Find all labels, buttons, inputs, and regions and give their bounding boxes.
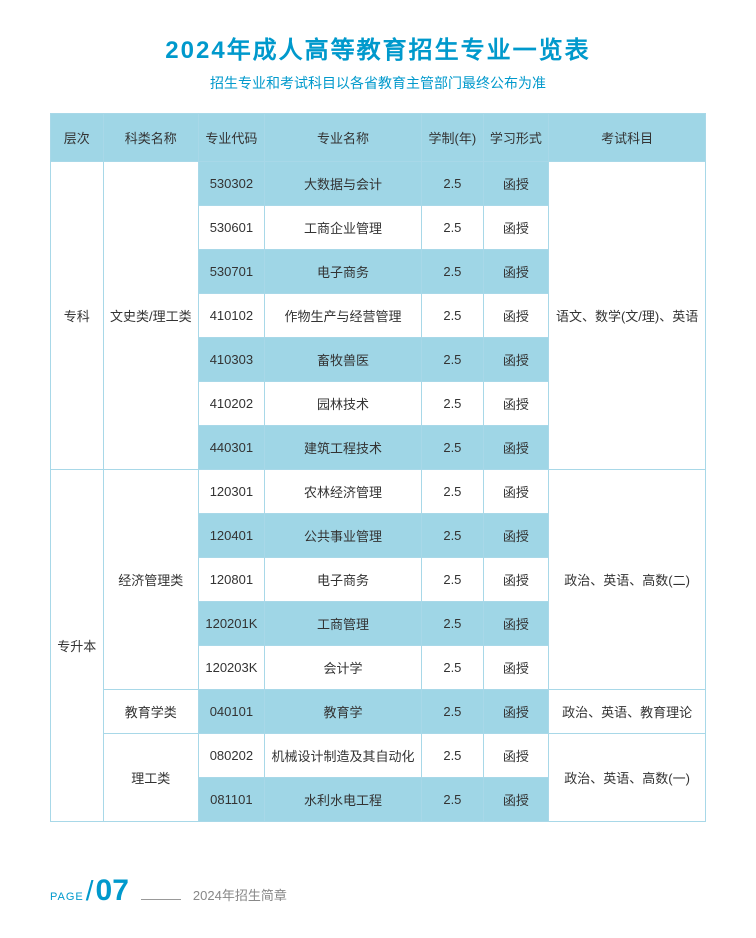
- cell-major: 公共事业管理: [264, 514, 422, 558]
- cell-level: 专升本: [51, 470, 104, 822]
- cell-exam: 政治、英语、教育理论: [549, 690, 706, 734]
- page-number: 07: [96, 874, 129, 908]
- cell-code: 120301: [199, 470, 265, 514]
- col-years: 学制(年): [422, 114, 483, 162]
- cell-years: 2.5: [422, 206, 483, 250]
- col-level: 层次: [51, 114, 104, 162]
- cell-mode: 函授: [483, 382, 549, 426]
- cell-mode: 函授: [483, 558, 549, 602]
- cell-code: 440301: [199, 426, 265, 470]
- cell-code: 120801: [199, 558, 265, 602]
- cell-category: 文史类/理工类: [103, 162, 199, 470]
- cell-code: 410102: [199, 294, 265, 338]
- cell-years: 2.5: [422, 294, 483, 338]
- cell-code: 410303: [199, 338, 265, 382]
- cell-code: 530701: [199, 250, 265, 294]
- cell-major: 畜牧兽医: [264, 338, 422, 382]
- table-row: 理工类080202机械设计制造及其自动化2.5函授政治、英语、高数(一): [51, 734, 706, 778]
- footer-dash: [141, 899, 181, 900]
- table-header-row: 层次 科类名称 专业代码 专业名称 学制(年) 学习形式 考试科目: [51, 114, 706, 162]
- cell-major: 作物生产与经营管理: [264, 294, 422, 338]
- cell-mode: 函授: [483, 734, 549, 778]
- cell-years: 2.5: [422, 338, 483, 382]
- table-row: 专科文史类/理工类530302大数据与会计2.5函授语文、数学(文/理)、英语: [51, 162, 706, 206]
- cell-exam: 政治、英语、高数(一): [549, 734, 706, 822]
- cell-years: 2.5: [422, 470, 483, 514]
- cell-years: 2.5: [422, 250, 483, 294]
- cell-exam: 政治、英语、高数(二): [549, 470, 706, 690]
- cell-code: 410202: [199, 382, 265, 426]
- col-major: 专业名称: [264, 114, 422, 162]
- cell-major: 工商企业管理: [264, 206, 422, 250]
- col-code: 专业代码: [199, 114, 265, 162]
- col-mode: 学习形式: [483, 114, 549, 162]
- cell-major: 工商管理: [264, 602, 422, 646]
- cell-code: 120401: [199, 514, 265, 558]
- cell-code: 120203K: [199, 646, 265, 690]
- cell-mode: 函授: [483, 690, 549, 734]
- cell-major: 园林技术: [264, 382, 422, 426]
- table-row: 专升本经济管理类120301农林经济管理2.5函授政治、英语、高数(二): [51, 470, 706, 514]
- cell-major: 大数据与会计: [264, 162, 422, 206]
- cell-code: 040101: [199, 690, 265, 734]
- cell-category: 理工类: [103, 734, 199, 822]
- cell-code: 530601: [199, 206, 265, 250]
- table-row: 教育学类040101教育学2.5函授政治、英语、教育理论: [51, 690, 706, 734]
- cell-mode: 函授: [483, 338, 549, 382]
- cell-major: 电子商务: [264, 558, 422, 602]
- cell-major: 电子商务: [264, 250, 422, 294]
- cell-major: 会计学: [264, 646, 422, 690]
- cell-major: 机械设计制造及其自动化: [264, 734, 422, 778]
- cell-mode: 函授: [483, 294, 549, 338]
- cell-major: 建筑工程技术: [264, 426, 422, 470]
- cell-years: 2.5: [422, 778, 483, 822]
- cell-mode: 函授: [483, 470, 549, 514]
- cell-mode: 函授: [483, 602, 549, 646]
- cell-mode: 函授: [483, 646, 549, 690]
- page-subtitle: 招生专业和考试科目以各省教育主管部门最终公布为准: [0, 73, 756, 93]
- cell-years: 2.5: [422, 382, 483, 426]
- cell-exam: 语文、数学(文/理)、英语: [549, 162, 706, 470]
- cell-code: 120201K: [199, 602, 265, 646]
- cell-major: 水利水电工程: [264, 778, 422, 822]
- cell-years: 2.5: [422, 646, 483, 690]
- cell-code: 081101: [199, 778, 265, 822]
- footer-text: 2024年招生简章: [193, 885, 287, 904]
- cell-category: 教育学类: [103, 690, 199, 734]
- cell-years: 2.5: [422, 690, 483, 734]
- cell-mode: 函授: [483, 426, 549, 470]
- col-category: 科类名称: [103, 114, 199, 162]
- cell-mode: 函授: [483, 250, 549, 294]
- cell-mode: 函授: [483, 206, 549, 250]
- table-container: 层次 科类名称 专业代码 专业名称 学制(年) 学习形式 考试科目 专科文史类/…: [0, 113, 756, 822]
- cell-years: 2.5: [422, 602, 483, 646]
- page-label: PAGE: [50, 891, 84, 903]
- cell-years: 2.5: [422, 426, 483, 470]
- cell-years: 2.5: [422, 558, 483, 602]
- page-title: 2024年成人高等教育招生专业一览表: [0, 0, 756, 65]
- cell-years: 2.5: [422, 162, 483, 206]
- cell-level: 专科: [51, 162, 104, 470]
- page-footer: PAGE / 07 2024年招生简章: [50, 874, 287, 908]
- col-exam: 考试科目: [549, 114, 706, 162]
- cell-mode: 函授: [483, 162, 549, 206]
- cell-years: 2.5: [422, 734, 483, 778]
- cell-years: 2.5: [422, 514, 483, 558]
- cell-category: 经济管理类: [103, 470, 199, 690]
- cell-code: 080202: [199, 734, 265, 778]
- cell-mode: 函授: [483, 514, 549, 558]
- majors-table: 层次 科类名称 专业代码 专业名称 学制(年) 学习形式 考试科目 专科文史类/…: [50, 113, 706, 822]
- page-slash: /: [86, 875, 94, 907]
- cell-mode: 函授: [483, 778, 549, 822]
- cell-code: 530302: [199, 162, 265, 206]
- cell-major: 农林经济管理: [264, 470, 422, 514]
- cell-major: 教育学: [264, 690, 422, 734]
